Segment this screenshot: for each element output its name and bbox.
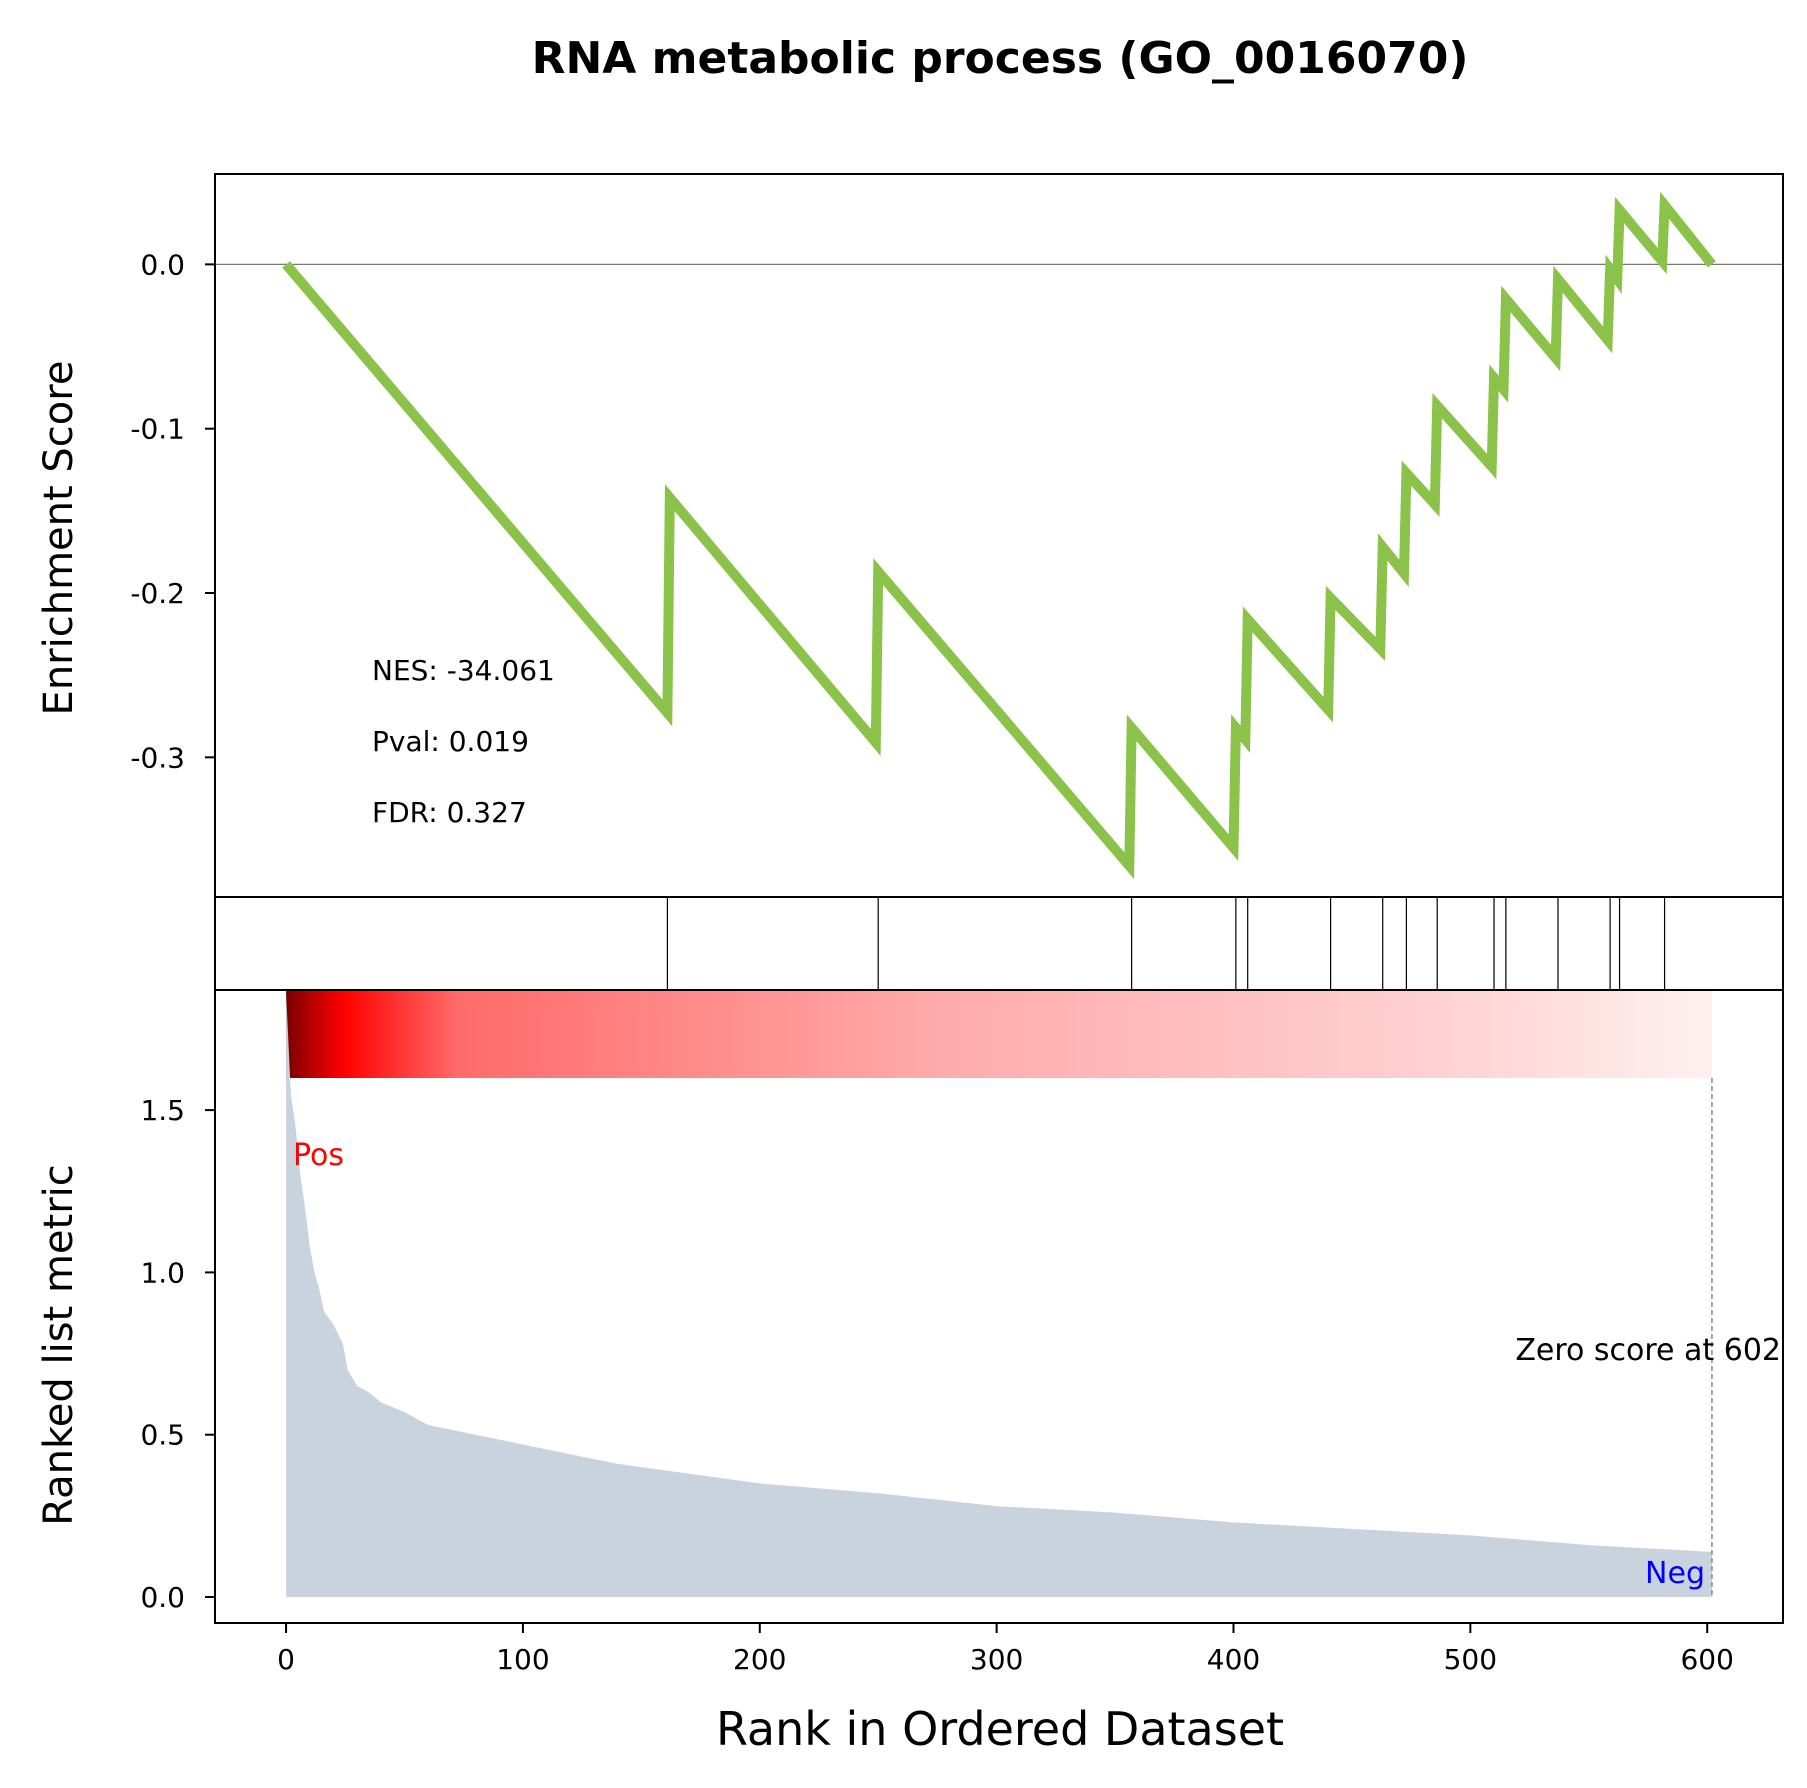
- es-line: [282, 191, 1716, 880]
- pos-label: Pos: [293, 1138, 344, 1173]
- es-panel-frame: [214, 173, 1784, 898]
- rank-y-tick-label: 0.0: [140, 1581, 185, 1614]
- ranked-metric-area: [286, 993, 1712, 1597]
- ranked-panel-frame: [214, 989, 1784, 1624]
- es-y-axis-label: Enrichment Score: [36, 361, 82, 716]
- hits-panel-frame: [214, 896, 1784, 991]
- x-tick-label: 500: [1444, 1643, 1497, 1676]
- enrichment-panel: 0.0 -0.1 -0.2 -0.3 NES: -34.061 Pval: 0.019…: [36, 173, 1784, 898]
- x-tick-label: 600: [1680, 1643, 1733, 1676]
- x-tick-label: 0: [277, 1643, 295, 1676]
- x-tick-label: 200: [733, 1643, 786, 1676]
- es-y-tick-label: 0.0: [140, 248, 185, 281]
- es-y-tick-label: -0.2: [130, 577, 185, 610]
- x-tick-label: 300: [970, 1643, 1023, 1676]
- rank-y-axis-label: Ranked list metric: [36, 1164, 82, 1526]
- rank-y-tick-label: 0.5: [140, 1419, 185, 1452]
- x-tick-label: 100: [496, 1643, 549, 1676]
- es-y-tick-label: -0.3: [130, 741, 185, 774]
- chart-title: RNA metabolic process (GO_0016070): [532, 33, 1469, 84]
- hits-panel: [214, 896, 1784, 991]
- rank-y-tick-label: 1.5: [140, 1094, 185, 1127]
- rank-heatmap: [286, 990, 1712, 1078]
- ranked-panel: Pos Neg Zero score at 602 0.0 0.5 1.0 1.5 R…: [36, 989, 1784, 1624]
- rank-y-ticks: 0.0 0.5 1.0 1.5: [140, 1094, 215, 1614]
- x-tick-label: 400: [1207, 1643, 1260, 1676]
- neg-label: Neg: [1645, 1556, 1705, 1591]
- rank-y-tick-label: 1.0: [140, 1256, 185, 1289]
- x-axis-label: Rank in Ordered Dataset: [716, 1702, 1284, 1756]
- es-y-ticks: 0.0 -0.1 -0.2 -0.3: [130, 248, 215, 774]
- es-stat-fdr: FDR: 0.327: [372, 796, 527, 829]
- es-y-tick-label: -0.1: [130, 413, 185, 446]
- es-stat-nes: NES: -34.061: [372, 654, 555, 687]
- hit-lines: [666, 897, 1666, 990]
- es-stat-pval: Pval: 0.019: [372, 725, 529, 758]
- x-axis-ticks: 0 100 200 300 400 500 600: [277, 1623, 1734, 1676]
- zero-score-label: Zero score at 602: [1515, 1333, 1781, 1368]
